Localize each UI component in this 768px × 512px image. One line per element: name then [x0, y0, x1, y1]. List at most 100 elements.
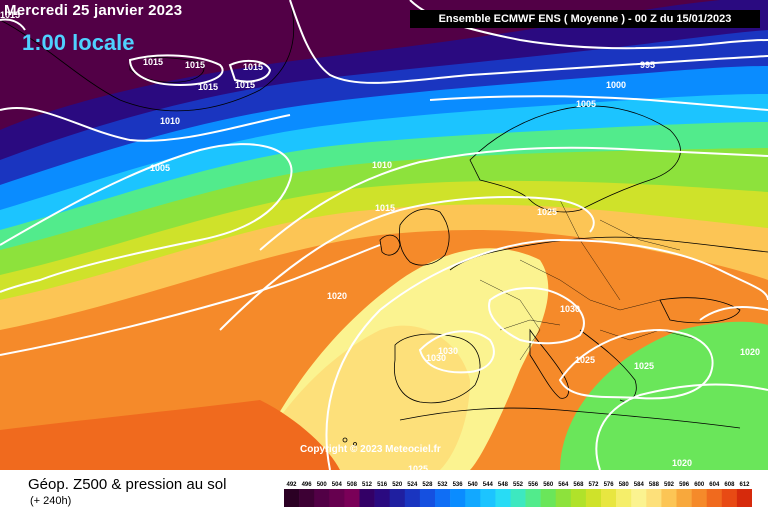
isobar-label: 1030 [426, 353, 446, 363]
forecast-time: 1:00 locale [22, 30, 135, 55]
geopotential-band [0, 400, 340, 470]
scale-swatch [736, 489, 752, 507]
scale-label: 512 [362, 482, 373, 488]
isobar-label: 1030 [560, 304, 580, 314]
forecast-map: 1015 1015 1015 1015 1015 1015 1010 1010 … [0, 0, 768, 470]
isobar-label: 1005 [150, 163, 170, 173]
scale-swatch [616, 489, 632, 507]
scale-label: 536 [453, 482, 464, 488]
scale-label: 496 [302, 482, 313, 488]
scale-label: 560 [543, 482, 554, 488]
scale-swatch [691, 489, 707, 507]
scale-label: 584 [634, 482, 645, 488]
isobar-labels: 1015 1015 1015 1015 1015 1015 1010 1010 … [0, 10, 760, 470]
scale-label: 508 [347, 482, 358, 488]
scale-swatch [601, 489, 617, 507]
scale-label: 528 [422, 482, 433, 488]
isobar-label: 1015 [235, 80, 255, 90]
isobar-label: 1025 [408, 464, 428, 470]
scale-label: 580 [619, 482, 630, 488]
isobar-label: 1015 [375, 203, 395, 213]
scale-swatch [389, 489, 406, 507]
scale-swatch [284, 489, 300, 507]
scale-swatch [450, 489, 466, 507]
scale-swatch [299, 489, 315, 507]
isobar-label: 1025 [537, 207, 557, 217]
scale-label: 544 [483, 482, 494, 488]
scale-swatch [555, 489, 572, 507]
scale-label: 604 [709, 482, 720, 488]
model-run-info: Ensemble ECMWF ENS ( Moyenne ) - 00 Z du… [410, 10, 760, 28]
isobar-label: 1015 [143, 57, 163, 67]
coastlines [0, 0, 768, 446]
isobar-label: 1020 [672, 458, 692, 468]
scale-label: 524 [407, 482, 418, 488]
isobar-label: 1015 [0, 10, 20, 20]
geopotential-band [0, 0, 720, 130]
scale-swatch [359, 489, 375, 507]
isobar-label: 995 [640, 60, 655, 70]
isobar-label: 1020 [740, 347, 760, 357]
scale-swatch [721, 489, 738, 507]
scale-swatch [676, 489, 692, 507]
scale-label: 588 [649, 482, 660, 488]
copyright-notice: Copyright © 2023 Meteociel.fr [300, 444, 441, 455]
scale-label: 592 [664, 482, 675, 488]
isobar-label: 1025 [575, 355, 595, 365]
scale-swatch [344, 489, 360, 507]
scale-swatch [404, 489, 421, 507]
isobar-label: 1025 [634, 361, 654, 371]
legend-footer: Géop. Z500 & pression au sol (+ 240h) 49… [0, 470, 768, 512]
isobar-label: 1000 [606, 80, 626, 90]
forecast-lead-time: (+ 240h) [30, 495, 72, 507]
scale-swatch [525, 489, 541, 507]
scale-label: 564 [558, 482, 569, 488]
scale-label: 556 [528, 482, 539, 488]
forecast-date: Mercredi 25 janvier 2023 [4, 2, 183, 19]
scale-label: 572 [588, 482, 599, 488]
scale-swatch [661, 489, 677, 507]
scale-swatch [465, 489, 481, 507]
scale-swatch [329, 489, 345, 507]
scale-label: 500 [317, 482, 328, 488]
scale-label: 552 [513, 482, 524, 488]
scale-swatch [435, 489, 451, 507]
scale-label: 492 [286, 482, 297, 488]
map-parameter-title: Géop. Z500 & pression au sol [28, 476, 227, 493]
scale-label: 532 [437, 482, 448, 488]
scale-swatch [314, 489, 330, 507]
country-borders [479, 199, 701, 361]
scale-swatch [480, 489, 496, 507]
scale-swatch [540, 489, 556, 507]
scale-label: 516 [377, 482, 388, 488]
isobar-label: 1015 [243, 62, 263, 72]
scale-label: 548 [498, 482, 509, 488]
scale-label: 520 [392, 482, 403, 488]
isobar-label: 1005 [576, 99, 596, 109]
scale-label: 504 [332, 482, 343, 488]
scale-label: 608 [724, 482, 735, 488]
scale-label: 540 [468, 482, 479, 488]
isobar-label: 1010 [160, 116, 180, 126]
isobar-label: 1015 [198, 82, 218, 92]
scale-swatch [495, 489, 511, 507]
color-scale: 492 496 500 504 508 512 516 520 524 528 532 536 540 5… [284, 482, 752, 507]
scale-label: 568 [573, 482, 584, 488]
scale-label: 600 [694, 482, 705, 488]
scale-label: 576 [604, 482, 615, 488]
scale-label: 596 [679, 482, 690, 488]
scale-swatch [631, 489, 647, 507]
isobar-label: 1020 [327, 291, 347, 301]
scale-label: 612 [739, 482, 750, 488]
scale-swatch [510, 489, 526, 507]
scale-swatch [419, 489, 436, 507]
isobar-label: 1015 [185, 60, 205, 70]
scale-swatch [646, 489, 662, 507]
geopotential-band [560, 321, 768, 470]
scale-swatch [706, 489, 723, 507]
scale-swatch [585, 489, 602, 507]
isobar-label: 1010 [372, 160, 392, 170]
scale-swatch [570, 489, 587, 507]
scale-swatch [374, 489, 390, 507]
isobar-label: 1030 [438, 346, 458, 356]
